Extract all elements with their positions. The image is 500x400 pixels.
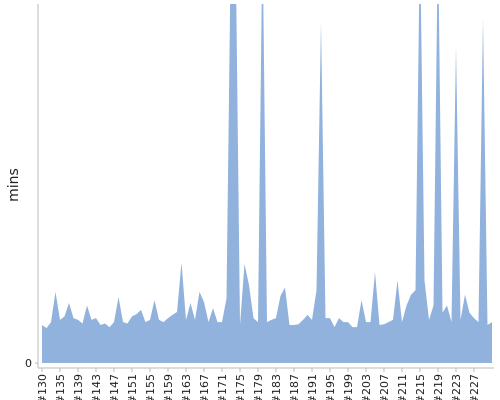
x-tick-label: #143	[90, 374, 103, 400]
x-tick-label: #207	[378, 374, 391, 400]
x-tick-label: #159	[162, 374, 175, 400]
x-tick-label: #139	[72, 374, 85, 400]
y-tick-label: 0	[25, 357, 32, 370]
x-tick-label: #187	[288, 374, 301, 400]
y-axis-label: mins	[6, 168, 22, 202]
x-tick-label: #223	[450, 374, 463, 400]
x-tick-label: #151	[126, 374, 139, 400]
x-tick-label: #195	[324, 374, 337, 400]
x-tick-label: #183	[270, 374, 283, 400]
x-tick-label: #163	[180, 374, 193, 400]
x-tick-label: #199	[342, 374, 355, 400]
x-tick-label: #167	[198, 374, 211, 400]
x-tick-label: #147	[108, 374, 121, 400]
x-tick-label: #171	[216, 374, 229, 400]
area	[42, 4, 492, 363]
x-tick-label: #191	[306, 374, 319, 400]
x-tick-label: #130	[36, 374, 49, 400]
x-tick-label: #211	[396, 374, 409, 400]
x-tick-label: #219	[432, 374, 445, 400]
x-tick-label: #215	[414, 374, 427, 400]
x-tick-label: #179	[252, 374, 265, 400]
x-tick-label: #203	[360, 374, 373, 400]
x-tick-label: #175	[234, 374, 247, 400]
x-tick-label: #227	[468, 374, 481, 400]
x-tick-label: #135	[54, 374, 67, 400]
x-tick-label: #155	[144, 374, 157, 400]
